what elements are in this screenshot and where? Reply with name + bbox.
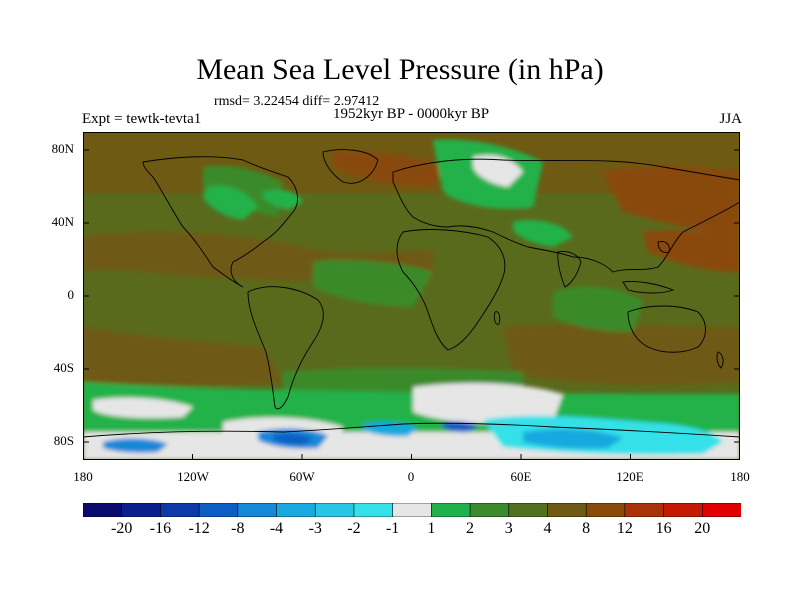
field-patch — [473, 155, 523, 187]
coastline-indonesia — [622, 281, 675, 294]
colorbar-swatch — [431, 503, 471, 517]
pressure-field — [83, 132, 740, 460]
field-patch — [103, 438, 168, 453]
colorbar-label: -1 — [385, 520, 400, 537]
field-patch — [363, 421, 418, 437]
lat-label: 40S — [53, 360, 74, 375]
field-patch — [83, 327, 283, 386]
lat-label: 80S — [53, 433, 74, 448]
lon-label: 120E — [616, 469, 644, 484]
colorbar-label: 1 — [427, 520, 436, 537]
colorbar-swatch — [701, 503, 741, 517]
colorbar-label: -8 — [231, 520, 245, 537]
colorbar-swatch — [198, 503, 239, 517]
colorbar-swatch — [624, 503, 665, 517]
coastline-greenland — [322, 149, 379, 184]
experiment-label: Expt = tewtk-tevta1 — [82, 111, 202, 127]
colorbar-label: -3 — [308, 520, 322, 537]
colorbar-swatch — [83, 503, 123, 517]
lon-label: 120W — [177, 469, 209, 484]
lon-label: 60W — [289, 469, 315, 484]
field-patch — [273, 433, 313, 445]
colorbar-swatch — [353, 503, 394, 517]
field-patch — [203, 185, 258, 220]
coastline-india — [557, 251, 582, 288]
lat-label: 40N — [51, 214, 74, 229]
colorbar-label: -16 — [149, 520, 172, 537]
colorbar-swatch — [663, 503, 704, 517]
colorbar-label: 20 — [694, 520, 711, 537]
coastline-south-america — [247, 286, 324, 410]
stats-text: rmsd= 3.22454 diff= 2.97412 — [214, 94, 380, 109]
colorbar-label: -20 — [111, 520, 133, 537]
colorbar-swatch — [160, 503, 200, 517]
colorbar-swatch — [508, 503, 549, 517]
lat-label: 0 — [67, 287, 75, 302]
colorbar-swatch — [547, 503, 587, 517]
coastline-madagascar — [493, 311, 501, 325]
coastlines — [83, 149, 740, 438]
map-frame — [83, 132, 740, 460]
colorbar — [83, 503, 741, 517]
map-plot — [83, 132, 740, 460]
season-label: JJA — [719, 111, 742, 127]
colorbar-label: -12 — [188, 520, 210, 537]
coastline-antarctica — [83, 422, 740, 438]
field-patch — [333, 151, 443, 187]
lon-label: 60E — [510, 469, 532, 484]
colorbar-label: 2 — [466, 520, 475, 537]
lat-label: 80N — [51, 141, 74, 156]
lon-label: 180 — [73, 469, 93, 484]
colorbar-swatch — [121, 503, 162, 517]
field-patch — [263, 190, 303, 210]
colorbar-label: -4 — [269, 520, 284, 537]
coastline-australia — [627, 305, 706, 353]
field-patch — [93, 397, 193, 419]
period-label: 1952kyr BP - 0000kyr BP — [332, 106, 490, 122]
colorbar-swatch — [585, 503, 626, 517]
colorbar-label: 3 — [504, 520, 513, 537]
colorbar-swatch — [237, 503, 278, 517]
coastline-africa — [396, 229, 506, 351]
colorbar-swatch — [469, 503, 510, 517]
lon-label: 0 — [407, 469, 415, 484]
colorbar-label: -2 — [347, 520, 361, 537]
colorbar-label: 16 — [655, 520, 672, 537]
colorbar-label: 4 — [543, 520, 552, 537]
field-patch — [553, 286, 643, 332]
map-title: Mean Sea Level Pressure (in hPa) — [196, 53, 604, 86]
field-patch — [203, 165, 283, 217]
colorbar-label: 8 — [582, 520, 591, 537]
coastline-north-america — [142, 156, 299, 288]
colorbar-swatch — [392, 503, 433, 517]
field-patch — [503, 324, 740, 385]
field-patch — [643, 230, 740, 272]
colorbar-label: 12 — [616, 520, 633, 537]
field-patch — [513, 220, 573, 247]
coastline-japan — [657, 241, 670, 253]
field-patch — [523, 429, 623, 449]
coastline-eurasia — [392, 158, 740, 273]
lon-label: 180 — [730, 469, 750, 484]
colorbar-swatch — [276, 503, 317, 517]
field-patch — [603, 166, 740, 242]
coastline-new-zealand — [716, 351, 724, 369]
field-patch — [413, 382, 563, 425]
colorbar-swatch — [314, 503, 355, 517]
